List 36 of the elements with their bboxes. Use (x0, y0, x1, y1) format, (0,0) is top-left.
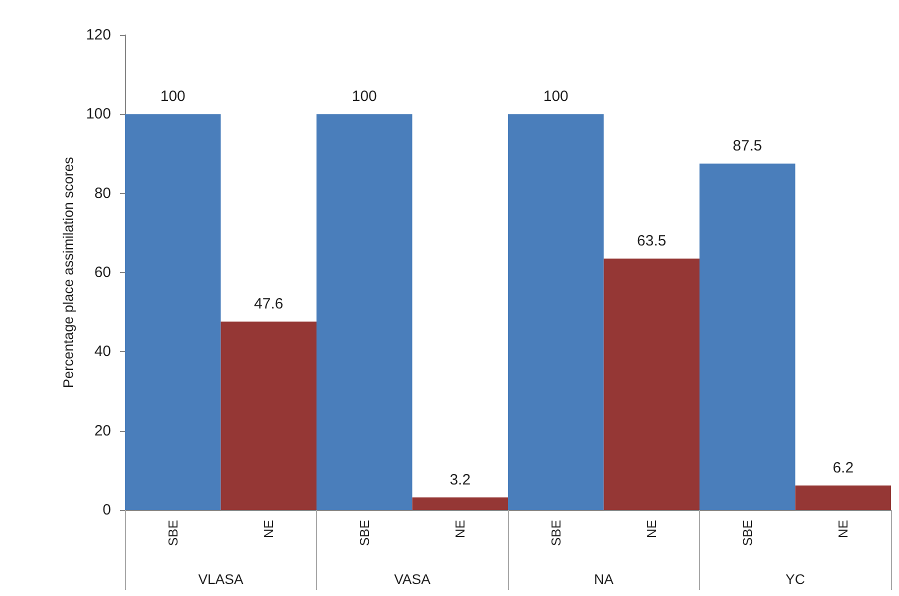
text: NE (644, 520, 660, 538)
y-tick-label: 80 (94, 184, 111, 202)
data-label: 100 (543, 88, 568, 106)
y-tick-label: 60 (94, 264, 111, 281)
y-tick-label: 20 (94, 422, 111, 440)
text: NE (452, 520, 468, 538)
data-label: 6.2 (832, 459, 854, 476)
data-label: 3.2 (450, 471, 471, 488)
y-tick-label: 100 (86, 106, 111, 123)
text: SBE (356, 520, 372, 546)
bar (125, 114, 221, 510)
y-tick-label: 0 (102, 502, 111, 518)
y-axis-title: Percentage place assimilation scores (60, 156, 76, 388)
bar (604, 258, 700, 510)
text: SBE (740, 520, 755, 546)
text: NE (836, 520, 851, 538)
text: NE (261, 520, 276, 538)
data-label: 87.5 (732, 138, 762, 155)
bar (795, 485, 891, 510)
bar (316, 114, 412, 510)
x-tick-label: YC (786, 571, 805, 587)
bar (508, 114, 604, 510)
bar (412, 497, 508, 510)
data-label: 47.6 (254, 296, 284, 313)
y-tick-label: 120 (86, 26, 111, 44)
text: SBE (548, 520, 564, 546)
text: SBE (165, 520, 180, 546)
x-tick-label: VASA (394, 571, 432, 587)
data-label: 100 (160, 88, 186, 106)
x-tick-label: VLASA (198, 571, 244, 587)
data-label: 100 (352, 88, 377, 106)
bar (700, 164, 796, 510)
x-tick-label: NA (594, 571, 614, 587)
data-label: 63.5 (637, 232, 666, 250)
bar (220, 322, 316, 510)
y-tick-label: 40 (94, 343, 111, 360)
